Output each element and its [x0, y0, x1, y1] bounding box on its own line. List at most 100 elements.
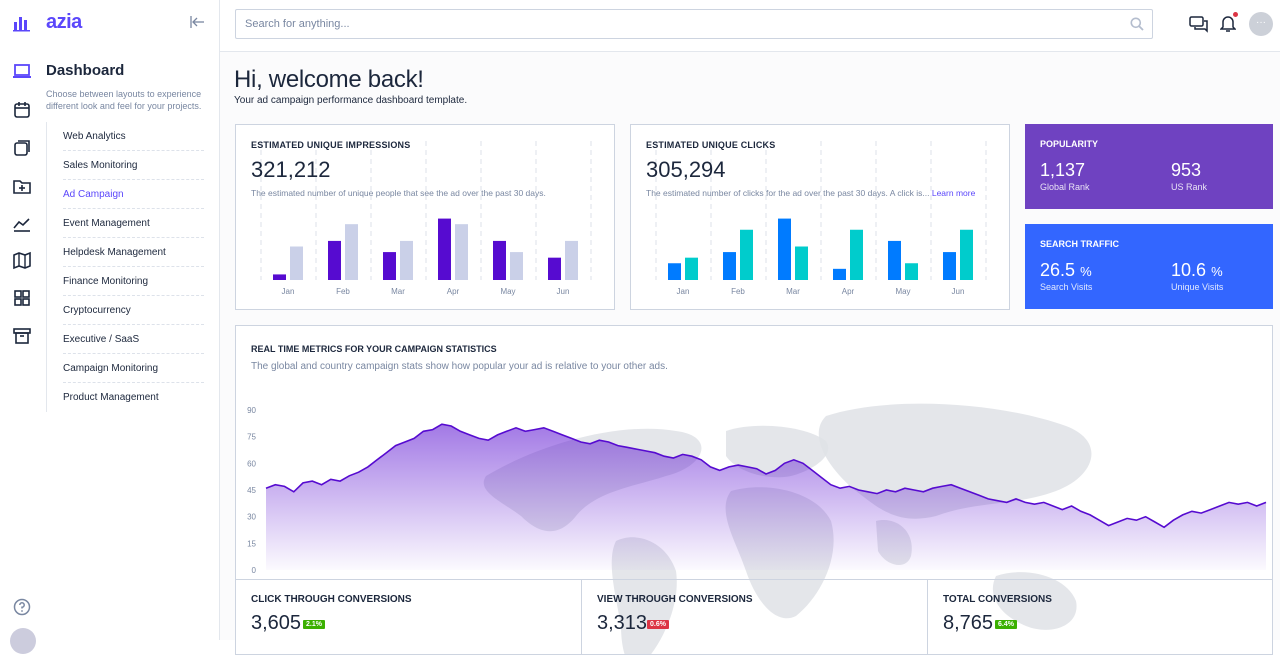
sidebar-item-finance-monitoring[interactable]: Finance Monitoring	[63, 267, 204, 296]
sidebar-nav: Web Analytics Sales Monitoring Ad Campai…	[46, 122, 204, 412]
total-conversions: TOTAL CONVERSIONS 8,765 6.4%	[927, 579, 1272, 654]
bar-primary	[548, 257, 561, 280]
sidebar-item-campaign-monitoring[interactable]: Campaign Monitoring	[63, 354, 204, 383]
clicks-value: 305,294	[646, 157, 726, 182]
x-tick-label: May	[500, 287, 515, 296]
learn-more-link[interactable]: Learn more	[931, 188, 976, 198]
page-subtitle: Your ad campaign performance dashboard t…	[234, 95, 468, 106]
search-box	[235, 9, 1153, 39]
conversion-title: TOTAL CONVERSIONS	[943, 594, 1052, 605]
impressions-title: ESTIMATED UNIQUE IMPRESSIONS	[251, 140, 411, 150]
sidebar-item-event-management[interactable]: Event Management	[63, 209, 204, 238]
conversion-title: VIEW THROUGH CONVERSIONS	[597, 594, 753, 605]
realtime-subtitle: The global and country campaign stats sh…	[251, 361, 668, 372]
x-tick-label: Jun	[952, 287, 965, 296]
bar-primary	[778, 218, 791, 280]
area-line	[265, 423, 1267, 529]
us-rank-label: US Rank	[1171, 182, 1208, 192]
clicks-description-text: The estimated number of clicks for the a…	[646, 188, 930, 198]
laptop-icon[interactable]	[12, 62, 32, 82]
impressions-card: Jan Feb Mar Apr May Jun ESTIMATED UNIQUE IMPR…	[235, 124, 615, 310]
conversion-badge: 6.4%	[995, 620, 1017, 629]
bar-secondary	[960, 229, 973, 280]
conversion-value: 8,765	[943, 612, 994, 634]
line-chart-icon[interactable]	[12, 214, 32, 234]
notification-bell-icon[interactable]	[1219, 12, 1238, 38]
clicks-description: The estimated number of clicks for the a…	[646, 187, 981, 199]
y-tick-label: 75	[247, 433, 256, 442]
search-input[interactable]	[236, 10, 1116, 38]
unique-visits-number: 10.6	[1171, 260, 1207, 280]
archive-icon[interactable]	[12, 326, 32, 346]
icon-rail	[0, 0, 44, 654]
messages-icon[interactable]	[1189, 15, 1209, 38]
user-avatar[interactable]: ···	[1249, 12, 1273, 36]
calendar-icon[interactable]	[12, 100, 32, 120]
impressions-description: The estimated number of unique people th…	[251, 188, 546, 198]
y-tick-label: 15	[247, 539, 256, 548]
bar-secondary	[510, 252, 523, 280]
us-rank-value: 953	[1171, 160, 1202, 180]
world-map-land	[992, 572, 1077, 630]
conversion-badge: 2.1%	[303, 620, 325, 629]
help-icon[interactable]	[13, 598, 31, 621]
conversion-title: CLICK THROUGH CONVERSIONS	[251, 594, 412, 605]
main-content: Hi, welcome back! Your ad campaign perfo…	[220, 52, 1280, 655]
bar-secondary	[905, 263, 918, 280]
search-visits-number: 26.5	[1040, 260, 1076, 280]
x-tick-label: Jun	[557, 287, 570, 296]
y-tick-label: 30	[247, 513, 256, 522]
top-header: ···	[220, 0, 1280, 52]
popularity-title: POPULARITY	[1040, 139, 1099, 149]
sidebar-item-helpdesk-management[interactable]: Helpdesk Management	[63, 238, 204, 267]
sidebar-item-web-analytics[interactable]: Web Analytics	[63, 122, 204, 151]
bar-secondary	[850, 229, 863, 280]
y-tick-label: 45	[247, 486, 256, 495]
sidebar-description: Choose between layouts to experience dif…	[46, 89, 202, 111]
layers-icon[interactable]	[12, 138, 32, 158]
grid-icon[interactable]	[12, 288, 32, 308]
unique-visits-value: 10.6 %	[1171, 260, 1223, 281]
y-tick-label: 0	[252, 566, 257, 575]
y-tick-label: 90	[247, 406, 256, 415]
impressions-value: 321,212	[251, 157, 331, 182]
brand-logo[interactable]: azia	[46, 11, 82, 33]
conversion-value: 3,605	[251, 612, 302, 634]
sidebar-item-cryptocurrency[interactable]: Cryptocurrency	[63, 296, 204, 325]
bar-secondary	[685, 257, 698, 280]
x-tick-label: Jan	[677, 287, 690, 296]
search-icon[interactable]	[1130, 17, 1144, 36]
page-title: Hi, welcome back!	[234, 66, 424, 93]
x-tick-label: May	[895, 287, 910, 296]
bar-primary	[328, 240, 341, 280]
conversion-value: 3,313	[597, 612, 648, 634]
map-icon[interactable]	[12, 250, 32, 270]
impressions-bar-chart: Jan Feb Mar Apr May Jun	[260, 141, 592, 296]
user-avatar-small[interactable]	[10, 628, 36, 654]
bar-primary	[943, 252, 956, 280]
bar-secondary	[795, 246, 808, 280]
click-through-conversions: CLICK THROUGH CONVERSIONS 3,605 2.1%	[236, 579, 581, 654]
sidebar-item-product-management[interactable]: Product Management	[63, 392, 159, 403]
search-visits-unit: %	[1080, 264, 1092, 279]
view-through-conversions: VIEW THROUGH CONVERSIONS 3,313 0.6%	[581, 579, 927, 654]
bar-secondary	[740, 229, 753, 280]
sidebar-item-sales-monitoring[interactable]: Sales Monitoring	[63, 151, 204, 180]
x-tick-label: Mar	[786, 287, 800, 296]
bar-primary	[668, 263, 681, 280]
collapse-sidebar-icon[interactable]	[190, 15, 206, 34]
sidebar-item-executive-saas[interactable]: Executive / SaaS	[63, 325, 204, 354]
x-tick-label: Feb	[731, 287, 745, 296]
unique-visits-unit: %	[1211, 264, 1223, 279]
sidebar: azia Dashboard Choose between layouts to…	[44, 0, 220, 640]
y-tick-label: 60	[247, 459, 256, 468]
bar-primary	[833, 268, 846, 280]
bar-secondary	[455, 224, 468, 280]
x-tick-label: Feb	[336, 287, 350, 296]
search-traffic-card: SEARCH TRAFFIC 26.5 % Search Visits 10.6…	[1025, 224, 1273, 309]
realtime-title: REAL TIME METRICS FOR YOUR CAMPAIGN STAT…	[251, 344, 497, 354]
folder-plus-icon[interactable]	[12, 176, 32, 196]
global-rank-value: 1,137	[1040, 160, 1086, 180]
sidebar-item-ad-campaign[interactable]: Ad Campaign	[63, 180, 204, 209]
x-tick-label: Jan	[282, 287, 295, 296]
